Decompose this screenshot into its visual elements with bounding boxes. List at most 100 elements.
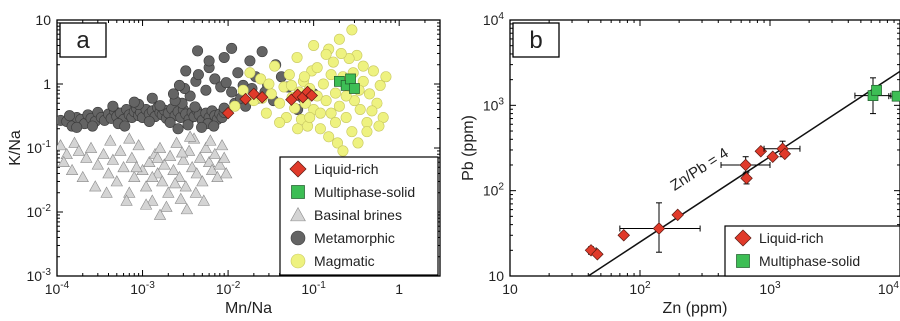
data-point <box>373 120 385 132</box>
data-point <box>311 62 323 74</box>
data-point <box>183 130 197 142</box>
data-point <box>325 69 337 81</box>
data-point <box>346 24 358 36</box>
series-metamorphic <box>57 42 320 135</box>
legend-box <box>724 225 900 277</box>
data-point <box>200 84 212 96</box>
data-point <box>179 180 192 192</box>
data-point <box>208 147 222 160</box>
data-point <box>371 97 383 109</box>
data-point <box>221 106 235 120</box>
data-point <box>269 60 281 72</box>
data-point <box>102 167 115 179</box>
data-point <box>80 151 93 163</box>
data-point <box>57 139 67 151</box>
panel-label-box <box>512 22 560 58</box>
data-point <box>244 67 256 79</box>
data-point <box>345 73 356 85</box>
data-point <box>120 194 133 206</box>
data-point <box>617 229 631 242</box>
x-tick-label: 10 <box>502 281 518 297</box>
data-point <box>153 208 167 220</box>
data-point <box>132 139 145 151</box>
legend-box <box>279 156 439 276</box>
data-point <box>107 100 119 112</box>
data-point <box>298 71 310 83</box>
data-point <box>343 53 355 65</box>
data-point <box>285 79 297 91</box>
data-point <box>591 247 604 261</box>
data-point <box>314 107 326 119</box>
data-point <box>354 103 366 115</box>
series-multiphase-solid <box>854 77 900 115</box>
data-point <box>229 100 241 112</box>
data-point <box>164 117 176 129</box>
y-tick-label: 10 <box>488 268 504 284</box>
data-point <box>192 69 204 81</box>
plot-area <box>584 70 900 276</box>
data-point <box>84 141 98 153</box>
y-tick-label: 102 <box>483 182 505 199</box>
data-point <box>331 137 343 149</box>
data-point <box>123 186 136 198</box>
data-point <box>170 136 183 148</box>
y-tick-label: 10-2 <box>26 203 51 220</box>
y-tick-label: 10-1 <box>26 139 51 156</box>
data-point <box>754 144 768 158</box>
data-point <box>256 46 268 58</box>
y-axis-title: K/Na <box>7 130 24 166</box>
data-point <box>114 144 127 156</box>
data-point <box>215 139 229 151</box>
data-point <box>174 192 187 204</box>
x-tick-label: 1 <box>395 281 403 297</box>
x-tick-label: 10-3 <box>130 280 155 297</box>
data-point <box>289 102 301 114</box>
legend: Liquid-rich Multiphase-solid Basinal brine… <box>279 156 439 276</box>
data-point <box>128 96 140 108</box>
data-point <box>196 175 209 187</box>
data-point <box>71 121 83 133</box>
data-point <box>891 90 900 102</box>
data-point <box>327 56 339 68</box>
data-point <box>156 175 169 187</box>
data-point <box>72 144 86 156</box>
data-point <box>76 170 89 183</box>
data-point <box>357 60 369 72</box>
panel-label-box <box>59 22 107 58</box>
data-point <box>130 160 143 173</box>
data-point <box>871 84 882 96</box>
chart-panel-b: 10 102 103 104 10 102 103 104 Zn (ppm) Pb (ppm) Zn… <box>460 11 900 317</box>
y-tick-label: 10-3 <box>26 267 51 284</box>
data-point <box>172 123 184 135</box>
data-point <box>220 77 232 89</box>
data-point <box>151 151 164 163</box>
data-point <box>740 171 753 185</box>
data-point <box>139 180 153 192</box>
data-point <box>766 150 779 163</box>
data-point <box>167 88 179 100</box>
data-point <box>197 194 210 206</box>
legend-marker <box>734 229 752 247</box>
data-point <box>232 67 244 79</box>
plot-frame <box>509 19 900 277</box>
data-point <box>192 45 204 57</box>
data-point <box>190 167 203 179</box>
data-point <box>304 111 316 123</box>
data-point <box>305 89 318 102</box>
data-point <box>196 121 208 133</box>
data-point <box>89 180 102 192</box>
data-point <box>211 170 224 183</box>
data-point <box>291 51 303 63</box>
data-point <box>323 131 335 143</box>
data-point <box>100 186 113 198</box>
data-point <box>308 39 320 51</box>
data-point <box>325 107 337 119</box>
series-liquid-rich <box>221 85 318 120</box>
legend-marker <box>290 207 306 222</box>
data-point <box>189 101 201 113</box>
data-point <box>168 177 182 189</box>
legend-label: Metamorphic <box>314 230 395 246</box>
data-point <box>182 144 196 156</box>
data-point <box>292 123 304 135</box>
data-point <box>361 126 373 138</box>
